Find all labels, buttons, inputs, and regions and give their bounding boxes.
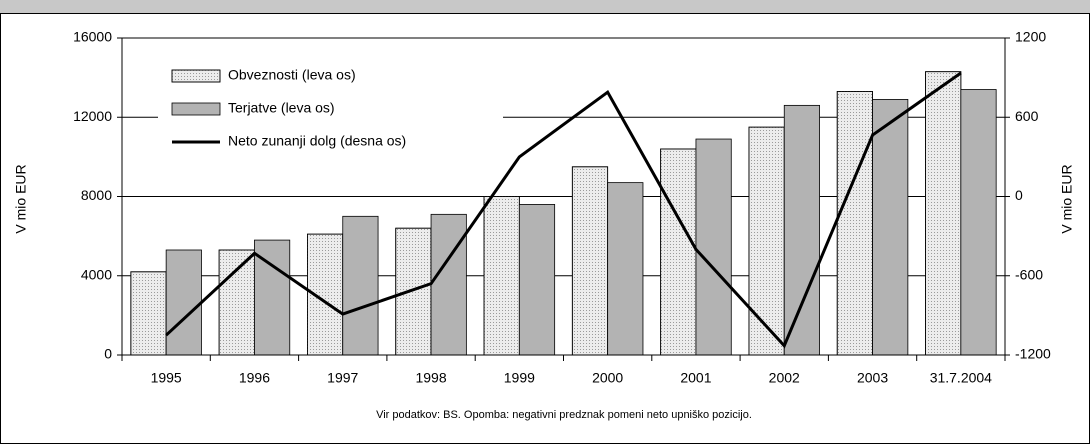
x-tick-label: 2002: [769, 370, 800, 386]
x-tick-label: 1997: [327, 370, 358, 386]
bar: [518, 204, 556, 356]
bar: [695, 138, 732, 356]
bar-texture: [660, 148, 697, 356]
bar-texture: [571, 166, 609, 356]
y-tick-label: 4000: [81, 266, 112, 282]
y2-tick-label: -1200: [1015, 346, 1051, 362]
bar-texture: [218, 249, 255, 356]
y2-tick-label: 600: [1015, 108, 1039, 124]
legend-swatch: [171, 102, 221, 116]
bar: [165, 249, 202, 356]
x-tick-label: 1998: [415, 370, 446, 386]
bar-texture: [836, 91, 873, 356]
bar-texture: [748, 126, 785, 356]
x-tick-label: 1995: [151, 370, 182, 386]
bar: [783, 104, 820, 356]
bar: [607, 182, 644, 356]
x-tick-label: 31.7.2004: [930, 370, 992, 386]
legend-swatch-texture: [171, 69, 221, 83]
bar: [960, 89, 997, 356]
y2-tick-label: 1200: [1015, 29, 1046, 45]
bar-texture: [925, 71, 962, 356]
x-tick-label: 1996: [239, 370, 270, 386]
y-tick-label: 12000: [73, 108, 112, 124]
y2-tick-label: 0: [1015, 187, 1023, 203]
legend-label: Neto zunanji dolg (desna os): [228, 133, 406, 149]
bar: [342, 215, 379, 356]
y-tick-label: 0: [104, 346, 112, 362]
x-tick-label: 1999: [504, 370, 535, 386]
legend-label: Obveznosti (leva os): [228, 67, 356, 83]
header-band: [0, 0, 1090, 13]
bar-texture: [130, 271, 167, 356]
x-tick-label: 2000: [592, 370, 623, 386]
note: Vir podatkov: BS. Opomba: negativni pred…: [376, 409, 752, 421]
bar-texture: [395, 227, 432, 356]
legend-label: Terjatve (leva os): [228, 100, 335, 116]
x-tick-label: 2001: [680, 370, 711, 386]
y-axis-label: V mio EUR: [13, 164, 29, 233]
bar: [430, 213, 467, 356]
y2-axis-label: V mio EUR: [1059, 164, 1075, 233]
y2-tick-label: -600: [1015, 266, 1043, 282]
line: [165, 71, 962, 349]
bar: [254, 239, 291, 356]
y-tick-label: 16000: [73, 29, 112, 45]
y-tick-label: 8000: [81, 187, 112, 203]
bar-texture: [483, 196, 520, 356]
bar: [872, 99, 909, 356]
x-tick-label: 2003: [857, 370, 888, 386]
